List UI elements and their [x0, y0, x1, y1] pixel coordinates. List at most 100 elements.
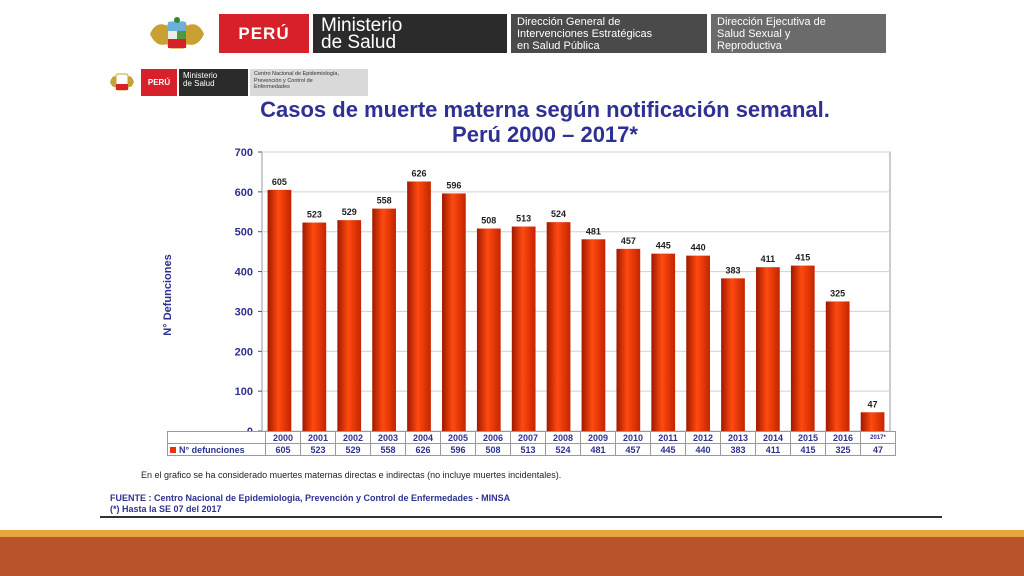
cnt-line2: Prevención y Control de — [254, 77, 313, 84]
table-value-cell: 513 — [510, 443, 546, 456]
bar — [756, 267, 780, 431]
de-line2: Salud Sexual y — [717, 28, 791, 40]
x-tick-label: 2014 — [755, 431, 791, 444]
table-value-cell: 445 — [650, 443, 686, 456]
small-ministerio-line2: de Salud — [183, 79, 215, 88]
bar — [825, 301, 850, 431]
plot-area — [261, 151, 891, 432]
bar — [790, 265, 815, 431]
data-table-year-row: 2000 2001 2002 2003 2004 2005 2006 2007 2008 2009… — [167, 431, 896, 444]
data-table-legend-cell: N° defunciones — [167, 443, 266, 456]
chart-title-line2: Perú 2000 – 2017* — [452, 122, 638, 147]
bar-value-label: 415 — [795, 253, 810, 263]
x-tick-label: 2016 — [825, 431, 861, 444]
cnt-line3: Enfermedades — [254, 84, 290, 90]
source-text: FUENTE : Centro Nacional de Epidemiologi… — [110, 493, 511, 503]
legend-label: N° defunciones — [179, 444, 245, 455]
footer-band — [0, 537, 1024, 576]
y-tick-label: 400 — [235, 267, 253, 279]
table-value-cell: 383 — [720, 443, 756, 456]
bar — [721, 278, 745, 431]
bar-value-label: 47 — [868, 399, 878, 409]
table-value-cell: 325 — [825, 443, 861, 456]
x-tick-label: 2006 — [475, 431, 511, 444]
divider-line — [100, 516, 942, 518]
chart-title: Casos de muerte materna según notificaci… — [180, 97, 910, 147]
table-value-cell: 558 — [370, 443, 406, 456]
table-value-cell: 626 — [405, 443, 441, 456]
bar — [546, 222, 571, 431]
y-tick-label: 600 — [235, 187, 253, 199]
x-tick-label: 2001 — [300, 431, 336, 444]
table-value-cell: 481 — [580, 443, 616, 456]
data-table-value-row: N° defunciones 605 523 529 558 626 596 508 513 52… — [167, 443, 896, 456]
bar-value-label: 626 — [411, 168, 426, 178]
ministerio-logo: Ministerio de Salud — [313, 14, 507, 53]
small-ministerio-line1: Ministerio — [183, 71, 218, 80]
bar-value-label: 445 — [656, 241, 671, 251]
y-tick-label: 300 — [235, 306, 253, 318]
de-line3: Reproductiva — [717, 40, 782, 52]
table-value-cell: 524 — [545, 443, 581, 456]
table-value-cell: 605 — [265, 443, 301, 456]
bar — [616, 248, 641, 431]
table-value-cell: 457 — [615, 443, 651, 456]
x-tick-label: 2011 — [650, 431, 686, 444]
bar — [267, 189, 292, 431]
table-value-cell: 508 — [475, 443, 511, 456]
bar — [581, 239, 606, 431]
bar — [337, 220, 362, 431]
table-value-cell: 415 — [790, 443, 826, 456]
bar — [860, 412, 885, 431]
table-value-cell: 411 — [755, 443, 791, 456]
bar-value-label: 481 — [586, 226, 601, 236]
x-tick-label: 2008 — [545, 431, 581, 444]
table-value-cell: 440 — [685, 443, 721, 456]
x-tick-label: 2015 — [790, 431, 826, 444]
x-tick-label: 2000 — [265, 431, 301, 444]
bar-value-label: 605 — [272, 177, 287, 187]
footnote-text: En el grafico se ha considerado muertes … — [141, 470, 562, 480]
x-tick-label: 2002 — [335, 431, 371, 444]
dg-line3: en Salud Pública — [517, 40, 600, 52]
x-tick-label: 2004 — [405, 431, 441, 444]
small-coat-of-arms-icon — [110, 73, 134, 91]
table-value-cell: 529 — [335, 443, 371, 456]
legend-swatch-icon — [170, 447, 176, 454]
bar — [651, 253, 676, 431]
x-tick-label: 2017* — [860, 431, 896, 444]
data-table: 2000 2001 2002 2003 2004 2005 2006 2007 2008 2009… — [167, 431, 896, 456]
x-tick-label: 2009 — [580, 431, 616, 444]
x-tick-label: 2007 — [510, 431, 546, 444]
y-tick-label: 500 — [235, 227, 253, 239]
bar-value-label: 558 — [377, 196, 392, 206]
x-tick-label: 2013 — [720, 431, 756, 444]
bar-value-label: 508 — [481, 216, 496, 226]
table-value-cell: 596 — [440, 443, 476, 456]
de-line1: Dirección Ejecutiva de — [717, 16, 826, 28]
bar — [442, 193, 466, 431]
x-tick-label: 2005 — [440, 431, 476, 444]
table-value-cell: 47 — [860, 443, 896, 456]
x-tick-label: 2012 — [685, 431, 721, 444]
direccion-ejecutiva-box: Dirección Ejecutiva de Salud Sexual y Re… — [711, 14, 886, 53]
small-peru-label: PERÚ — [141, 69, 177, 96]
bar-value-label: 596 — [446, 180, 461, 190]
footer-band-orange — [0, 530, 1024, 537]
y-tick-label: 700 — [235, 147, 253, 159]
cnt-epidemiologia-box: Centro Nacional de Epidemiología, Preven… — [250, 69, 368, 96]
ministerio-line2: de Salud — [321, 32, 397, 53]
dg-line1: Dirección General de — [517, 16, 621, 28]
ministerio-line1: Ministerio — [321, 15, 403, 36]
data-table-corner — [167, 431, 266, 444]
partial-year-note: (*) Hasta la SE 07 del 2017 — [110, 504, 222, 514]
y-tick-label: 200 — [235, 346, 253, 358]
x-tick-label: 2003 — [370, 431, 406, 444]
peru-logo-label: PERÚ — [219, 14, 309, 53]
bar-value-label: 383 — [725, 265, 740, 275]
bar — [407, 181, 431, 431]
bar-value-label: 440 — [691, 243, 706, 253]
bar-value-label: 513 — [516, 214, 531, 224]
bar — [302, 222, 327, 431]
